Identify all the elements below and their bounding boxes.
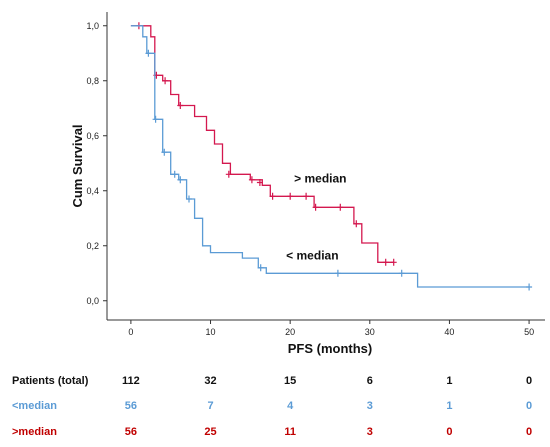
censor-mark [257,264,264,272]
risk-row: <median 56 7 4 3 1 0 [12,400,532,412]
censor-mark [334,269,341,277]
censor-mark [353,220,360,228]
censor-mark [287,192,294,200]
censor-mark [248,176,255,184]
risk-row-label: <median [12,400,57,412]
series-label-below-median: < median [286,249,338,263]
risk-cell: 32 [204,375,216,387]
censor-mark [152,115,159,123]
series-below-median [130,25,533,291]
risk-cell: 4 [287,400,294,412]
censor-mark [269,192,276,200]
risk-cell: 6 [367,375,373,387]
risk-row-label: >median [12,426,57,438]
x-tick-label: 50 [524,327,534,337]
censor-mark [337,203,344,211]
x-tick-label: 30 [365,327,375,337]
risk-row: >median 56 25 11 3 0 0 [12,426,532,438]
censor-mark [177,176,184,184]
censor-mark [145,49,152,57]
y-tick-label: 0,0 [86,296,99,306]
censor-mark [171,170,178,178]
y-tick-label: 0,4 [86,186,99,196]
series-above-median [130,22,397,266]
censor-mark [161,148,168,156]
risk-table: Patients (total) 112 32 15 6 1 0 <median 56 7 4 3 1 0… [12,375,532,438]
x-tick-label: 10 [206,327,216,337]
risk-cell: 25 [204,426,216,438]
series-label-above-median: > median [294,172,346,186]
x-tick-label: 40 [444,327,454,337]
risk-cell: 56 [125,426,137,438]
risk-cell: 0 [446,426,452,438]
censor-mark [256,179,263,186]
risk-cell: 15 [284,375,296,387]
y-tick-label: 0,8 [86,76,99,86]
censor-mark [312,203,319,211]
censor-mark [398,269,405,277]
censor-mark [186,195,192,203]
risk-cell: 7 [207,400,213,412]
x-tick-label: 20 [285,327,295,337]
x-tick-label: 0 [128,327,133,337]
risk-cell: 0 [526,375,532,387]
y-tick-label: 0,6 [86,131,99,141]
series-layer [130,22,533,291]
x-axis-title: PFS (months) [288,341,373,356]
censor-mark [303,192,310,200]
y-tick-label: 0,2 [86,241,99,251]
risk-cell: 1 [446,400,452,412]
risk-cell: 0 [526,400,532,412]
labels-layer: > median < median [286,172,346,263]
censor-mark [162,77,169,85]
risk-cell: 0 [526,426,532,438]
censor-mark [390,258,397,266]
risk-cell: 3 [367,400,373,412]
risk-cell: 11 [284,426,296,438]
censor-mark [382,258,389,266]
risk-row-label: Patients (total) [12,375,89,387]
risk-cell: 112 [122,375,140,387]
risk-cell: 1 [446,375,452,387]
risk-row: Patients (total) 112 32 15 6 1 0 [12,375,532,387]
censor-mark [526,283,533,291]
y-tick-label: 1,0 [86,21,99,31]
y-axis-title: Cum Survival [70,124,85,207]
survival-step-line [130,25,394,263]
censor-mark [225,170,232,178]
risk-cell: 3 [367,426,373,438]
censor-mark [177,102,184,109]
axes: 0,0 0,2 0,4 0,6 0,8 1,0 0 10 20 30 40 50 PFS (months… [70,12,545,356]
risk-cell: 56 [125,400,137,412]
